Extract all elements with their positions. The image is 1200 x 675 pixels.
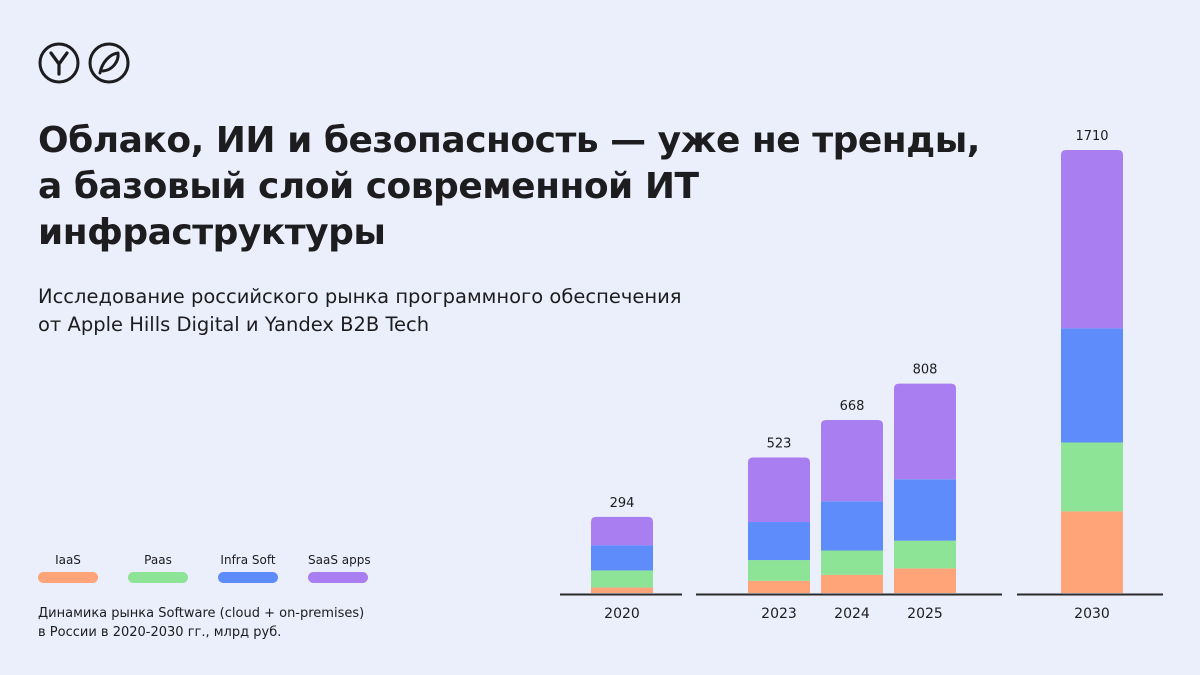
total-label-2023: 523 xyxy=(767,437,792,452)
bar-infra-soft-2025 xyxy=(894,479,956,541)
bar-paas-2025 xyxy=(894,540,956,569)
x-tick-2023: 2023 xyxy=(761,606,797,622)
legend-swatch-paas xyxy=(128,572,188,583)
bar-saas-apps-2020 xyxy=(591,516,653,546)
bar-iaas-2023 xyxy=(748,580,810,593)
legend-swatch-iaas xyxy=(38,572,98,583)
bar-paas-2024 xyxy=(821,550,883,575)
subtitle-line-2: от Apple Hills Digital и Yandex B2B Tech xyxy=(38,313,430,336)
bar-paas-2020 xyxy=(591,570,653,588)
bar-saas-apps-2024 xyxy=(821,419,883,502)
subtitle-line-1: Исследование российского рынка программн… xyxy=(38,285,682,308)
bar-iaas-2030 xyxy=(1061,511,1123,593)
legend-label-saas-apps: SaaS apps xyxy=(308,553,371,567)
total-label-2020: 294 xyxy=(610,496,635,511)
x-tick-2025: 2025 xyxy=(907,606,943,622)
total-label-2030: 1710 xyxy=(1075,129,1108,144)
legend-swatch-infra-soft xyxy=(218,572,278,583)
caption-line-2: в России в 2020-2030 гг., млрд руб. xyxy=(38,625,282,640)
legend-label-paas: Paas xyxy=(144,553,172,567)
bar-infra-soft-2020 xyxy=(591,545,653,571)
bar-infra-soft-2023 xyxy=(748,522,810,561)
bar-saas-apps-2023 xyxy=(748,457,810,523)
bar-infra-soft-2030 xyxy=(1061,328,1123,443)
bar-paas-2030 xyxy=(1061,442,1123,512)
logo-group xyxy=(38,42,130,84)
total-label-2024: 668 xyxy=(840,399,865,414)
x-tick-2020: 2020 xyxy=(604,606,640,622)
legend-item-iaas: IaaS xyxy=(38,553,98,583)
legend-label-iaas: IaaS xyxy=(55,553,81,567)
yandex-cloud-logo-icon xyxy=(88,42,130,84)
bar-iaas-2024 xyxy=(821,574,883,593)
legend-label-infra-soft: Infra Soft xyxy=(220,553,276,567)
subtitle: Исследование российского рынка программн… xyxy=(38,283,798,339)
legend-item-saas-apps: SaaS apps xyxy=(308,553,371,583)
yandex-logo-icon xyxy=(38,42,80,84)
bar-saas-apps-2025 xyxy=(894,383,956,480)
bar-infra-soft-2024 xyxy=(821,501,883,551)
legend-item-paas: Paas xyxy=(128,553,188,583)
legend-item-infra-soft: Infra Soft xyxy=(218,553,278,583)
bar-saas-apps-2030 xyxy=(1061,150,1123,329)
total-label-2025: 808 xyxy=(913,363,938,378)
bar-iaas-2025 xyxy=(894,568,956,593)
x-tick-2030: 2030 xyxy=(1074,606,1110,622)
caption-line-1: Динамика рынка Software (cloud + on-prem… xyxy=(38,606,365,621)
bar-iaas-2020 xyxy=(591,587,653,593)
x-tick-2024: 2024 xyxy=(834,606,870,622)
page-title: Облако, ИИ и безопасность — уже не тренд… xyxy=(38,120,980,253)
chart-caption: Динамика рынка Software (cloud + on-prem… xyxy=(38,604,458,642)
legend-swatch-saas-apps xyxy=(308,572,368,583)
chart-legend: IaaS Paas Infra Soft SaaS apps xyxy=(38,553,371,583)
bar-paas-2023 xyxy=(748,560,810,581)
